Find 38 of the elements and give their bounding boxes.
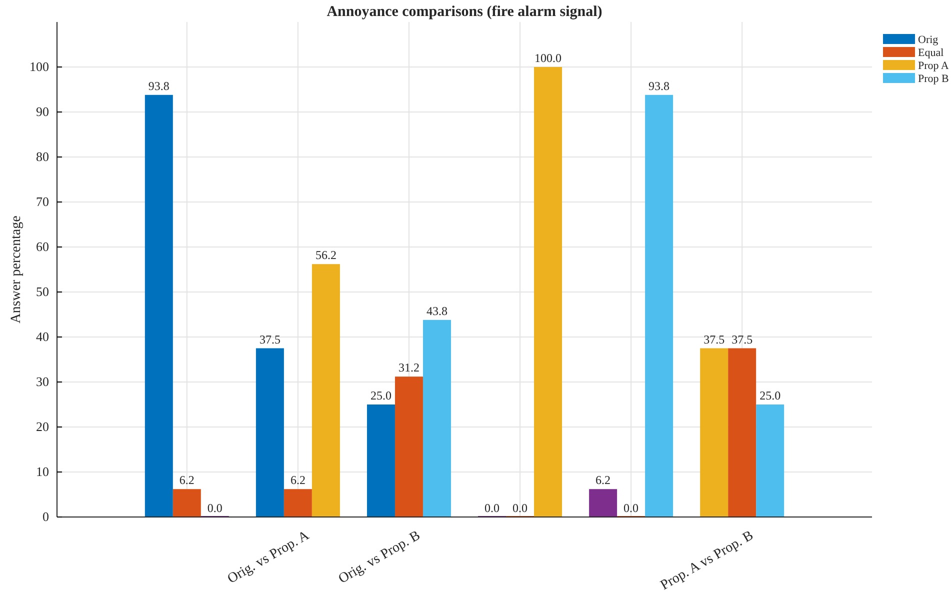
data-label: 6.2 xyxy=(290,473,306,488)
data-label: 0.0 xyxy=(484,501,500,515)
y-tick-label: 10 xyxy=(36,464,49,480)
data-label: 56.2 xyxy=(315,248,336,262)
y-axis-title: Answer percentage xyxy=(9,216,24,324)
data-label: 43.8 xyxy=(426,304,448,318)
y-tick-label: 60 xyxy=(36,239,49,254)
data-label: 100.0 xyxy=(534,51,562,65)
y-tick-label: 40 xyxy=(36,329,49,344)
y-tick-label: 70 xyxy=(36,194,49,210)
data-label: 37.5 xyxy=(732,332,753,346)
data-label: 0.0 xyxy=(624,501,639,515)
y-tick-label: 30 xyxy=(36,374,49,390)
legend-label: Equal xyxy=(918,47,944,59)
chart-title: Annoyance comparisons (fire alarm signal) xyxy=(326,4,602,20)
x-tick-label: Orig. vs Prop. A xyxy=(225,528,313,588)
y-tick-label: 0 xyxy=(42,509,49,524)
y-tick-label: 50 xyxy=(36,284,49,300)
x-tick-label: Orig. vs Prop. B xyxy=(336,528,423,588)
data-label: 93.8 xyxy=(148,78,170,93)
legend-label: Prop B xyxy=(918,73,949,85)
data-label: 37.5 xyxy=(704,332,725,346)
data-label: 6.2 xyxy=(596,473,611,488)
legend-label: Orig xyxy=(918,34,939,46)
data-label: 25.0 xyxy=(760,388,781,402)
data-label: 0.0 xyxy=(207,501,222,515)
x-tick-label: Prop. A vs Prop. B xyxy=(658,528,756,594)
data-label: 25.0 xyxy=(370,388,392,402)
data-label: 0.0 xyxy=(512,501,528,515)
legend-label: Prop A xyxy=(918,60,949,72)
y-tick-label: 80 xyxy=(36,149,49,164)
y-tick-label: 20 xyxy=(36,419,49,434)
y-tick-label: 90 xyxy=(36,104,49,120)
data-label: 6.2 xyxy=(179,473,194,488)
data-label: 31.2 xyxy=(398,360,420,375)
data-label: 37.5 xyxy=(259,332,280,346)
y-tick-label: 100 xyxy=(30,59,49,74)
data-label: 93.8 xyxy=(648,78,670,93)
